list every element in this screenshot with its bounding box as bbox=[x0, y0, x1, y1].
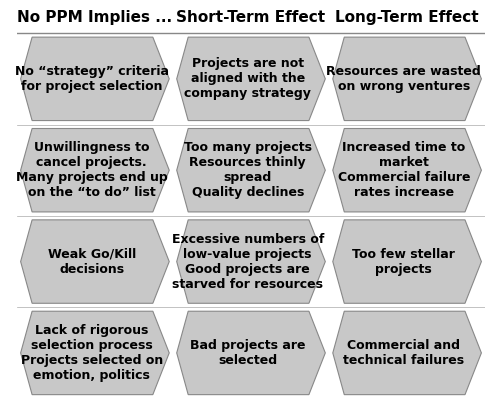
Polygon shape bbox=[177, 37, 326, 120]
Polygon shape bbox=[177, 220, 326, 303]
Polygon shape bbox=[177, 311, 326, 395]
Text: Too many projects
Resources thinly
spread
Quality declines: Too many projects Resources thinly sprea… bbox=[184, 141, 312, 199]
Polygon shape bbox=[21, 220, 169, 303]
Text: Increased time to
market
Commercial failure
rates increase: Increased time to market Commercial fail… bbox=[337, 141, 470, 199]
Polygon shape bbox=[333, 128, 482, 212]
Polygon shape bbox=[333, 220, 482, 303]
Polygon shape bbox=[21, 37, 169, 120]
Text: Weak Go/Kill
decisions: Weak Go/Kill decisions bbox=[48, 248, 136, 276]
Text: Too few stellar
projects: Too few stellar projects bbox=[352, 248, 455, 276]
Text: Short-Term Effect: Short-Term Effect bbox=[176, 10, 326, 25]
Text: Excessive numbers of
low-value projects
Good projects are
starved for resources: Excessive numbers of low-value projects … bbox=[171, 232, 324, 290]
Polygon shape bbox=[21, 128, 169, 212]
Text: Projects are not
aligned with the
company strategy: Projects are not aligned with the compan… bbox=[184, 57, 311, 100]
Text: No PPM Implies ...: No PPM Implies ... bbox=[17, 10, 172, 25]
Text: No “strategy” criteria
for project selection: No “strategy” criteria for project selec… bbox=[14, 65, 168, 93]
Polygon shape bbox=[177, 128, 326, 212]
Text: Lack of rigorous
selection process
Projects selected on
emotion, politics: Lack of rigorous selection process Proje… bbox=[20, 324, 163, 382]
Polygon shape bbox=[21, 311, 169, 395]
Polygon shape bbox=[333, 311, 482, 395]
Text: Resources are wasted
on wrong ventures: Resources are wasted on wrong ventures bbox=[327, 65, 481, 93]
Text: Unwillingness to
cancel projects.
Many projects end up
on the “to do” list: Unwillingness to cancel projects. Many p… bbox=[16, 141, 167, 199]
Polygon shape bbox=[333, 37, 482, 120]
Text: Bad projects are
selected: Bad projects are selected bbox=[190, 339, 306, 367]
Text: Commercial and
technical failures: Commercial and technical failures bbox=[343, 339, 464, 367]
Text: Long-Term Effect: Long-Term Effect bbox=[335, 10, 479, 25]
